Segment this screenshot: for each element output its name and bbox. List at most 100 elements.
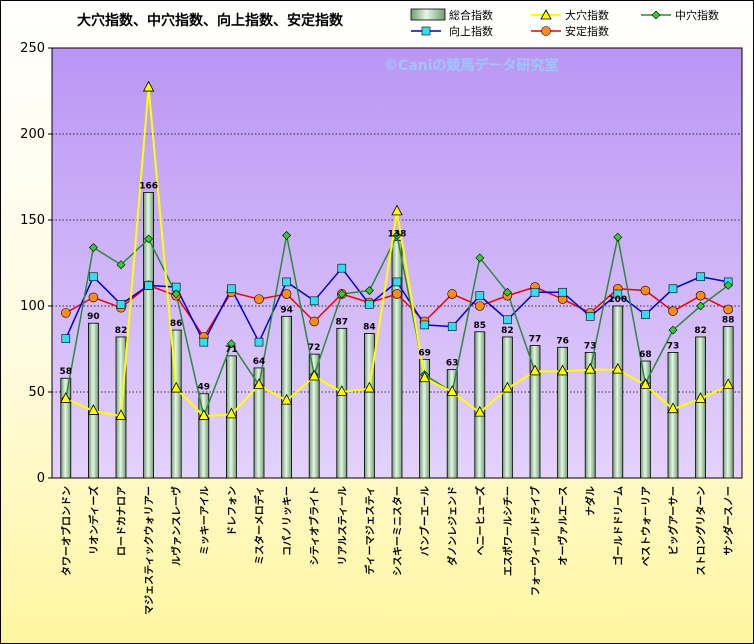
x-tick-label: バンブーエール xyxy=(419,486,432,556)
bar-total xyxy=(557,346,568,479)
data-label-total: 82 xyxy=(501,326,514,336)
marker-square xyxy=(337,263,347,273)
y-tick-label: 200 xyxy=(20,127,45,142)
marker-diamond xyxy=(723,280,733,290)
data-labels: 58 90 82 166 86 49 71 64 94 72 87 84 138 69 63 85 82 77 76… xyxy=(60,181,735,392)
bar-total xyxy=(419,358,431,479)
bar-total xyxy=(363,333,375,479)
marker-circle xyxy=(392,289,402,299)
marker-diamond xyxy=(116,260,126,270)
y-axis: 0 50 100 150 200 250 xyxy=(20,41,52,486)
x-tick-label: エスポワールシチー xyxy=(501,486,514,576)
x-tick-label: ルヴァンスレーヴ xyxy=(170,486,183,566)
marker-diamond xyxy=(171,289,181,299)
x-tick-label: サンダースノー xyxy=(722,486,735,556)
x-tick-label: ナダル xyxy=(584,486,597,516)
bar-total xyxy=(722,326,734,479)
chart-title: 大穴指数、中穴指数、向上指数、安定指数 xyxy=(77,12,344,29)
x-tick-label: タワーオブロンドン xyxy=(60,486,73,576)
marker-triangle xyxy=(584,362,596,374)
marker-triangle xyxy=(474,405,486,417)
marker-square xyxy=(558,287,567,297)
marker-circle xyxy=(61,308,71,318)
marker-triangle xyxy=(529,364,541,376)
x-tick-label: ストロングリターン xyxy=(695,486,708,576)
marker-square xyxy=(696,272,705,282)
marker-diamond xyxy=(668,325,678,335)
marker-diamond xyxy=(88,243,98,252)
x-tick-label: ドレフォン xyxy=(226,486,238,536)
x-tick-label: オーヴァルエース xyxy=(557,486,570,566)
marker-circle xyxy=(668,306,678,316)
marker-triangle xyxy=(501,381,514,393)
marker-square xyxy=(199,337,209,347)
marker-square xyxy=(530,287,540,297)
marker-diamond xyxy=(337,289,347,299)
legend-marker-kojo xyxy=(421,26,431,36)
legend-label-daiana: 大穴指数 xyxy=(565,8,609,22)
marker-triangle xyxy=(363,381,376,393)
data-label-total: 85 xyxy=(474,321,487,331)
bar-total xyxy=(667,352,679,479)
bar-total xyxy=(60,377,72,479)
marker-circle xyxy=(695,290,706,301)
bar-total xyxy=(253,367,265,479)
x-tick-label: リオンディーズ xyxy=(87,486,100,555)
marker-circle xyxy=(281,289,292,299)
marker-square xyxy=(144,281,153,290)
x-tick-label: シスキーミニスター xyxy=(392,486,404,576)
marker-diamond xyxy=(144,234,154,244)
marker-square xyxy=(668,284,678,294)
marker-circle xyxy=(474,301,485,311)
marker-diamond xyxy=(226,339,236,349)
data-label-total: 87 xyxy=(336,317,349,327)
x-tick-label: ダノンレジェンド xyxy=(446,486,459,566)
data-label-total: 82 xyxy=(694,326,707,336)
marker-circle xyxy=(447,289,458,299)
data-label-total: 84 xyxy=(363,323,376,333)
marker-triangle xyxy=(639,378,652,390)
data-label-total: 63 xyxy=(446,359,459,369)
marker-triangle xyxy=(280,393,293,405)
marker-diamond xyxy=(613,232,623,242)
data-label-total: 64 xyxy=(253,357,266,367)
marker-square xyxy=(447,322,457,331)
y-tick-label: 50 xyxy=(28,385,45,400)
data-label-total: 73 xyxy=(584,341,597,351)
bar-total xyxy=(198,393,210,479)
marker-triangle xyxy=(418,371,431,383)
marker-square xyxy=(365,299,374,309)
bar-total xyxy=(143,192,155,479)
legend-marker-chuana xyxy=(651,10,661,20)
x-tick-label: ヘニーヒューズ xyxy=(474,486,487,556)
marker-diamond xyxy=(392,231,402,240)
marker-square xyxy=(254,337,264,347)
marker-diamond xyxy=(364,286,374,295)
marker-triangle xyxy=(694,392,707,403)
marker-square xyxy=(392,277,402,287)
bar-total xyxy=(612,305,624,479)
x-tick-label: シティオブライト xyxy=(308,486,321,565)
marker-triangle xyxy=(87,404,100,415)
x-tick-label: ゴールドドリーム xyxy=(612,486,625,566)
x-tick-label: ビッグアーサー xyxy=(667,486,680,555)
marker-triangle xyxy=(667,402,679,414)
data-label-total: 88 xyxy=(722,316,735,326)
x-tick-label: ミッキーアイル xyxy=(199,486,211,555)
marker-triangle xyxy=(170,381,182,393)
data-label-total: 69 xyxy=(418,348,431,358)
marker-diamond xyxy=(502,287,512,297)
y-tick-label: 0 xyxy=(37,471,45,486)
data-label-total: 82 xyxy=(115,326,128,336)
legend-swatch-total xyxy=(410,8,446,21)
marker-circle xyxy=(309,316,320,327)
marker-circle xyxy=(723,304,734,315)
data-label-total: 77 xyxy=(529,335,542,345)
marker-triangle xyxy=(556,364,569,376)
data-label-total: 72 xyxy=(308,343,321,353)
x-tick-label: リアルスティール xyxy=(337,486,349,565)
data-label-total: 71 xyxy=(225,345,238,355)
data-label-total: 100 xyxy=(608,295,627,305)
